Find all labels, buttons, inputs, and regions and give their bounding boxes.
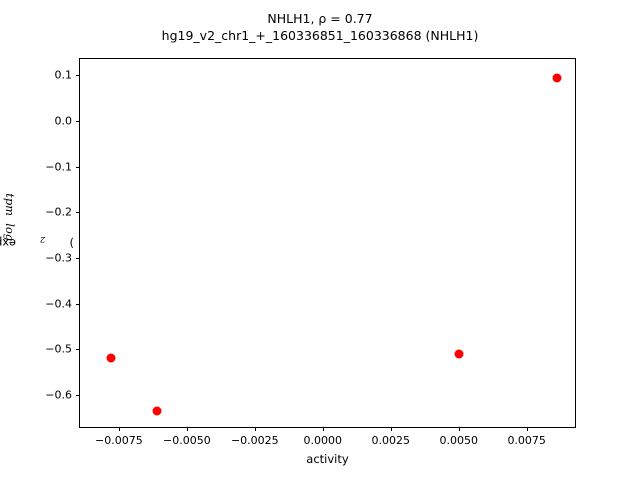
y-axis-label-suffix: ) (69, 235, 75, 250)
scatter-point (152, 406, 162, 415)
x-tick-label: 0.0025 (371, 434, 411, 447)
y-tick-label: −0.1 (45, 160, 72, 174)
x-tick-mark (254, 427, 256, 431)
plot-axes: −0.0075 −0.0050 −0.0025 0.0000 0.0025 0.0050 0… (45, 58, 576, 447)
x-tick-label: 0.0050 (439, 434, 478, 447)
x-tick-label: −0.0075 (95, 434, 143, 447)
chart-title: NHLH1, ρ = 0.77 hg19_v2_chr1_+_160336851… (0, 10, 640, 44)
x-tick-mark (458, 427, 460, 431)
y-tick-mark (76, 212, 80, 214)
y-tick-label: −0.4 (45, 297, 72, 311)
y-tick-label: −0.3 (45, 251, 72, 265)
y-tick-mark (76, 394, 80, 396)
plot-data-area (80, 59, 575, 427)
y-tick-label: −0.2 (45, 205, 72, 219)
x-tick-mark (322, 427, 324, 431)
x-tick-label: −0.0050 (162, 434, 211, 447)
x-tick-label: 0.0075 (507, 434, 546, 447)
scatter-point (106, 353, 116, 362)
y-tick-mark (76, 120, 80, 122)
x-tick-mark (186, 427, 188, 431)
chart-title-line2: hg19_v2_chr1_+_160336851_160336868 (NHLH… (161, 28, 479, 43)
y-tick-mark (76, 166, 80, 168)
scatter-point (552, 73, 562, 83)
x-tick-mark (118, 427, 120, 431)
y-tick-label: −0.5 (45, 342, 72, 356)
chart-title-line1: NHLH1, ρ = 0.77 (267, 11, 373, 26)
x-tick-label: 0.0000 (303, 434, 343, 447)
x-tick-label: −0.0025 (230, 434, 279, 447)
y-tick-mark (76, 303, 80, 305)
y-tick-mark (76, 349, 80, 351)
x-axis-label: activity (306, 452, 349, 466)
y-tick-mark (76, 75, 80, 77)
x-tick-mark (390, 427, 392, 431)
x-tick-mark (526, 427, 528, 431)
scatter-point (454, 349, 464, 359)
y-tick-mark (76, 257, 80, 259)
y-tick-label: 0.1 (54, 68, 73, 82)
y-axis-label-tpm: tpm (3, 192, 17, 216)
y-tick-label: −0.6 (45, 388, 72, 402)
y-tick-label: 0.0 (54, 114, 73, 128)
